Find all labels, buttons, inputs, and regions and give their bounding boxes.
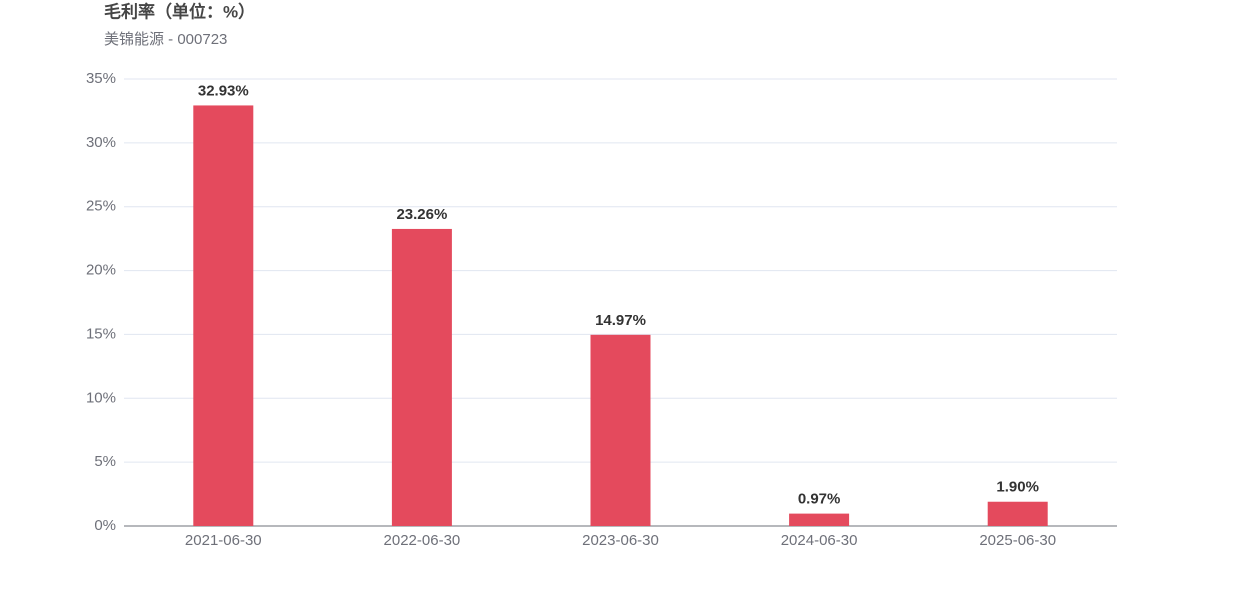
chart-subtitle: 美锦能源 - 000723 <box>104 31 227 48</box>
x-tick-label: 2023-06-30 <box>582 532 659 549</box>
x-tick-label: 2021-06-30 <box>185 532 262 549</box>
chart-title: 毛利率（单位：%） <box>104 1 255 21</box>
y-tick-label: 25% <box>86 198 116 215</box>
bar <box>789 513 850 526</box>
y-tick-label: 15% <box>86 325 116 342</box>
y-tick-label: 35% <box>86 70 116 87</box>
x-tick-label: 2025-06-30 <box>979 532 1056 549</box>
value-label: 32.93% <box>198 82 249 99</box>
value-label: 23.26% <box>396 206 447 223</box>
bar <box>391 228 452 526</box>
bar <box>590 334 651 526</box>
x-tick-label: 2022-06-30 <box>384 532 461 549</box>
y-tick-label: 10% <box>86 389 116 406</box>
y-tick-label: 30% <box>86 134 116 151</box>
bar <box>987 501 1048 526</box>
y-tick-label: 0% <box>94 517 116 534</box>
x-tick-label: 2024-06-30 <box>781 532 858 549</box>
value-label: 14.97% <box>595 312 646 329</box>
value-label: 1.90% <box>996 479 1039 496</box>
y-tick-label: 20% <box>86 262 116 279</box>
y-tick-label: 5% <box>94 453 116 470</box>
value-label: 0.97% <box>798 491 841 508</box>
bar <box>193 105 254 526</box>
